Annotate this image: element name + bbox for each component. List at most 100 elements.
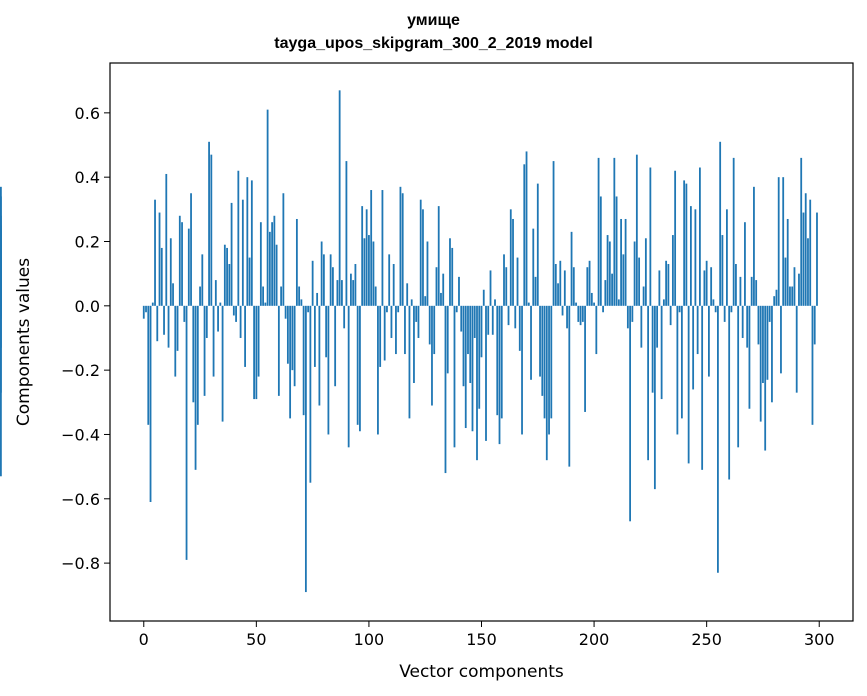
bar xyxy=(426,241,429,306)
bar xyxy=(543,305,546,419)
bar xyxy=(203,305,206,396)
bar xyxy=(660,305,663,400)
bar xyxy=(478,305,481,409)
bar xyxy=(728,305,731,480)
bar xyxy=(313,305,316,367)
bar xyxy=(185,305,188,560)
bar xyxy=(507,305,510,326)
bar xyxy=(489,270,492,306)
bar xyxy=(665,260,668,306)
bar xyxy=(167,305,170,348)
bar xyxy=(469,305,472,384)
bar xyxy=(548,305,550,435)
bar xyxy=(345,161,348,306)
bar xyxy=(552,161,555,306)
bar xyxy=(545,305,548,461)
x-tick-label: 150 xyxy=(466,630,497,649)
bar xyxy=(777,177,780,306)
bar xyxy=(503,254,505,306)
bar xyxy=(748,305,751,409)
bar xyxy=(719,141,722,306)
bar xyxy=(653,305,656,490)
bar xyxy=(253,305,255,400)
bar xyxy=(496,305,499,416)
bar xyxy=(579,305,582,326)
bar xyxy=(613,157,616,306)
bar xyxy=(196,305,199,425)
bar xyxy=(678,305,681,313)
bar xyxy=(651,305,654,393)
bar xyxy=(280,286,283,306)
bar xyxy=(156,305,159,342)
bar xyxy=(259,222,262,306)
bar xyxy=(518,305,521,351)
bar xyxy=(759,305,762,422)
bar xyxy=(419,199,422,306)
bar xyxy=(554,264,557,306)
bar xyxy=(726,209,728,306)
bar xyxy=(422,209,424,306)
bar xyxy=(775,289,778,306)
bar xyxy=(606,235,609,306)
bar xyxy=(782,177,785,306)
bar xyxy=(453,305,456,448)
bar xyxy=(304,305,307,593)
bar xyxy=(789,286,791,306)
bar xyxy=(802,212,805,306)
bar xyxy=(244,305,246,367)
bar xyxy=(395,305,397,355)
bar xyxy=(381,190,384,306)
bar xyxy=(699,167,701,306)
y-tick-label: 0.0 xyxy=(75,297,100,316)
bar xyxy=(485,305,487,441)
bar xyxy=(617,299,620,306)
bar xyxy=(604,280,607,306)
bar xyxy=(190,193,192,306)
bar xyxy=(476,305,478,461)
bar xyxy=(397,305,400,313)
bar xyxy=(214,280,217,306)
bar xyxy=(165,173,168,306)
bar xyxy=(217,305,219,332)
bar xyxy=(446,305,449,374)
bar xyxy=(764,305,767,451)
chart-title-line-2: tayga_upos_skipgram_300_2_2019 model xyxy=(274,35,593,52)
bar xyxy=(386,305,388,313)
bar xyxy=(516,257,519,306)
bar xyxy=(365,209,368,306)
bar xyxy=(325,305,328,358)
bar xyxy=(169,238,172,306)
bar xyxy=(572,267,575,306)
bar xyxy=(192,305,195,403)
bar xyxy=(401,193,404,306)
bar xyxy=(813,305,816,345)
bar xyxy=(404,305,406,355)
bar xyxy=(737,305,740,448)
bar xyxy=(300,299,303,306)
bar xyxy=(286,305,289,364)
bar xyxy=(354,264,357,306)
bar xyxy=(239,305,242,338)
bar xyxy=(160,247,163,306)
bar xyxy=(708,305,710,377)
bar xyxy=(595,305,598,355)
bar xyxy=(671,235,674,306)
bar xyxy=(687,305,690,464)
bar xyxy=(145,305,147,313)
bar xyxy=(302,305,305,416)
bar xyxy=(390,305,393,338)
bar xyxy=(264,302,267,306)
bar xyxy=(597,157,600,306)
bar xyxy=(563,270,566,306)
bar xyxy=(205,305,208,338)
bar xyxy=(257,305,260,377)
bar xyxy=(662,299,665,306)
bar xyxy=(424,296,427,306)
bar xyxy=(602,305,604,313)
bar xyxy=(413,305,415,384)
bar xyxy=(295,218,298,306)
x-tick-label: 250 xyxy=(691,630,722,649)
bar xyxy=(676,305,679,435)
chart-title-line-1: умище xyxy=(407,12,460,29)
bar xyxy=(318,305,321,406)
